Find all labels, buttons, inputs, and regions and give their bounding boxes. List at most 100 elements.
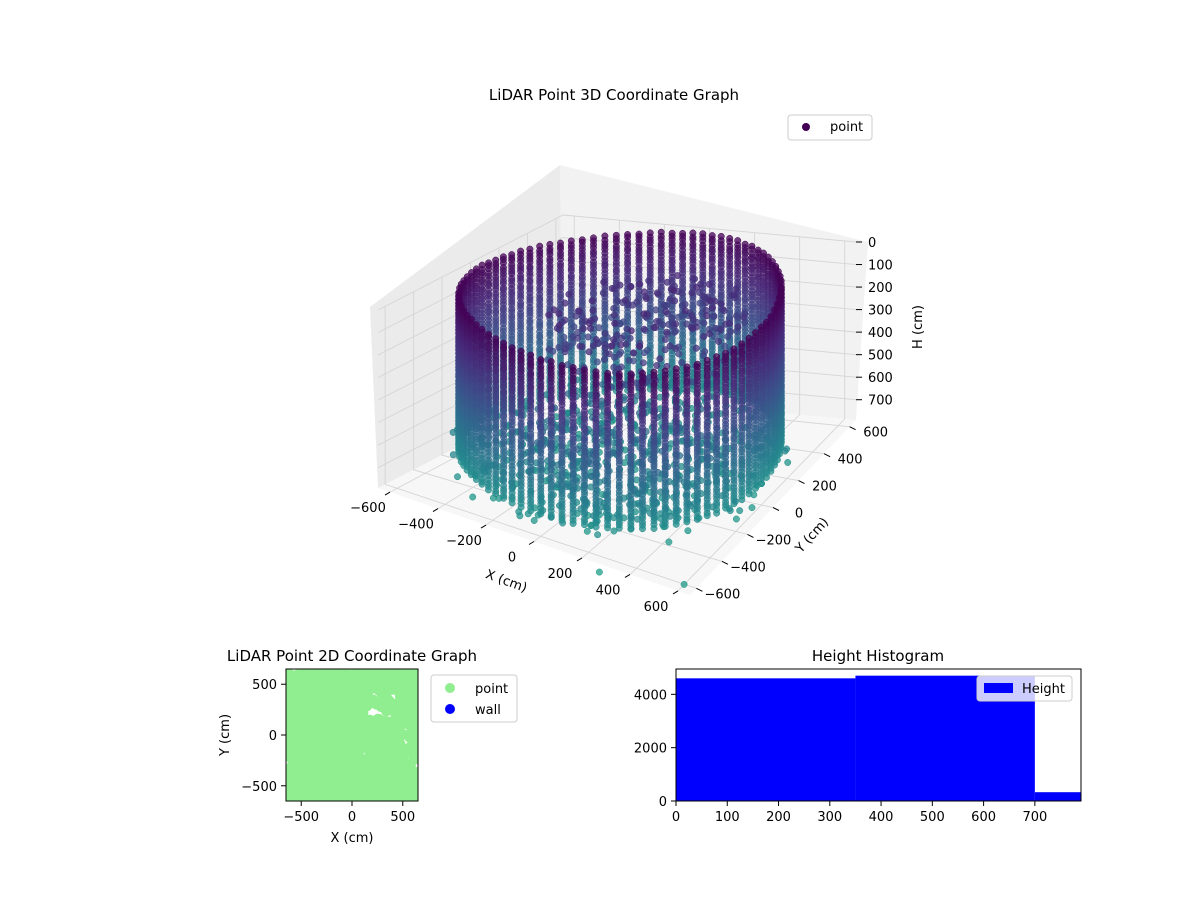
point-3d [629, 349, 637, 357]
point-3d [639, 359, 647, 367]
chart-3d-title: LiDAR Point 3D Coordinate Graph [489, 86, 739, 104]
point-3d [738, 496, 746, 504]
point-3d [661, 336, 669, 343]
point-3d [674, 272, 682, 280]
point-3d [508, 499, 516, 507]
point-3d [639, 525, 646, 533]
point-3d [584, 333, 592, 341]
point-3d [713, 509, 721, 517]
point-3d [585, 348, 593, 356]
point-3d [636, 342, 644, 350]
point-3d [608, 284, 616, 292]
point-3d [663, 328, 671, 336]
point-3d [572, 312, 580, 320]
point-3d [575, 307, 583, 315]
point-3d [653, 318, 661, 325]
point-3d [627, 327, 635, 335]
point-3d [671, 297, 679, 305]
point-3d [671, 328, 679, 336]
point-3d [721, 342, 729, 350]
point-3d [555, 310, 563, 318]
point-3d [678, 359, 686, 367]
point-3d [696, 299, 704, 307]
point-3d [650, 324, 658, 331]
point-3d [656, 355, 664, 363]
point-3d [732, 285, 740, 293]
point-3d [515, 508, 523, 516]
point-3d [692, 344, 700, 352]
point-3d [731, 497, 739, 505]
point-3d [609, 449, 617, 457]
point-3d [537, 510, 545, 518]
point-3d [561, 348, 569, 356]
point-3d [736, 507, 744, 515]
point-3d [730, 291, 738, 299]
point-3d [592, 336, 600, 344]
point-3d [672, 344, 680, 352]
point-3d [640, 325, 648, 333]
point-3d [604, 524, 612, 532]
point-3d [640, 349, 648, 357]
point-3d [594, 531, 602, 539]
point-3d [587, 324, 594, 332]
point-3d [556, 321, 563, 329]
point-3d [662, 308, 670, 316]
point-3d [500, 494, 508, 502]
point-3d [550, 306, 558, 314]
point-3d [454, 473, 461, 481]
lidar-3d-chart: LiDAR Point 3D Coordinate Graph −600−400… [350, 86, 926, 615]
point-3d [608, 342, 616, 350]
point-3d [449, 451, 457, 459]
point-3d [588, 297, 596, 305]
point-3d [595, 324, 603, 332]
point-3d [590, 512, 597, 520]
point-3d [711, 333, 718, 341]
point-3d [593, 358, 601, 366]
point-3d [547, 513, 555, 521]
grid-line-z [377, 214, 857, 311]
point-3d [748, 504, 756, 512]
point-3d [696, 288, 703, 296]
point-3d [626, 334, 634, 342]
point-3d [472, 476, 480, 483]
point-3d [717, 325, 725, 333]
point-3d [734, 323, 742, 331]
point-3d [633, 476, 641, 484]
point-3d [661, 346, 669, 354]
point-3d [565, 290, 573, 298]
point-3d [715, 338, 723, 345]
grid-line-y [384, 306, 697, 589]
point-3d [561, 316, 569, 324]
point-3d [732, 515, 740, 523]
point-3d [645, 277, 653, 285]
point-3d [740, 313, 747, 321]
point-3d [725, 505, 733, 512]
point-3d [530, 517, 538, 524]
point-3d [781, 447, 789, 455]
point-3d [601, 329, 609, 337]
point-3d [640, 310, 648, 318]
point-3d [661, 301, 668, 309]
point-3d [663, 278, 671, 286]
point-3d [581, 521, 588, 529]
point-3d [527, 507, 535, 515]
point-3d [700, 319, 708, 327]
point-3d [561, 299, 569, 307]
point-3d [613, 331, 621, 339]
point-3d [674, 313, 682, 321]
point-3d [545, 311, 553, 319]
point-3d [592, 523, 600, 531]
point-3d [642, 295, 650, 302]
point-3d [653, 289, 661, 297]
point-3d [627, 283, 635, 291]
points-3d [449, 228, 792, 588]
point-3d [672, 320, 680, 328]
point-3d [710, 312, 718, 320]
point-3d [615, 524, 623, 532]
point-3d [726, 320, 734, 327]
point-3d [653, 362, 661, 369]
point-3d [640, 288, 648, 296]
point-3d [578, 343, 586, 351]
point-3d [616, 281, 624, 289]
